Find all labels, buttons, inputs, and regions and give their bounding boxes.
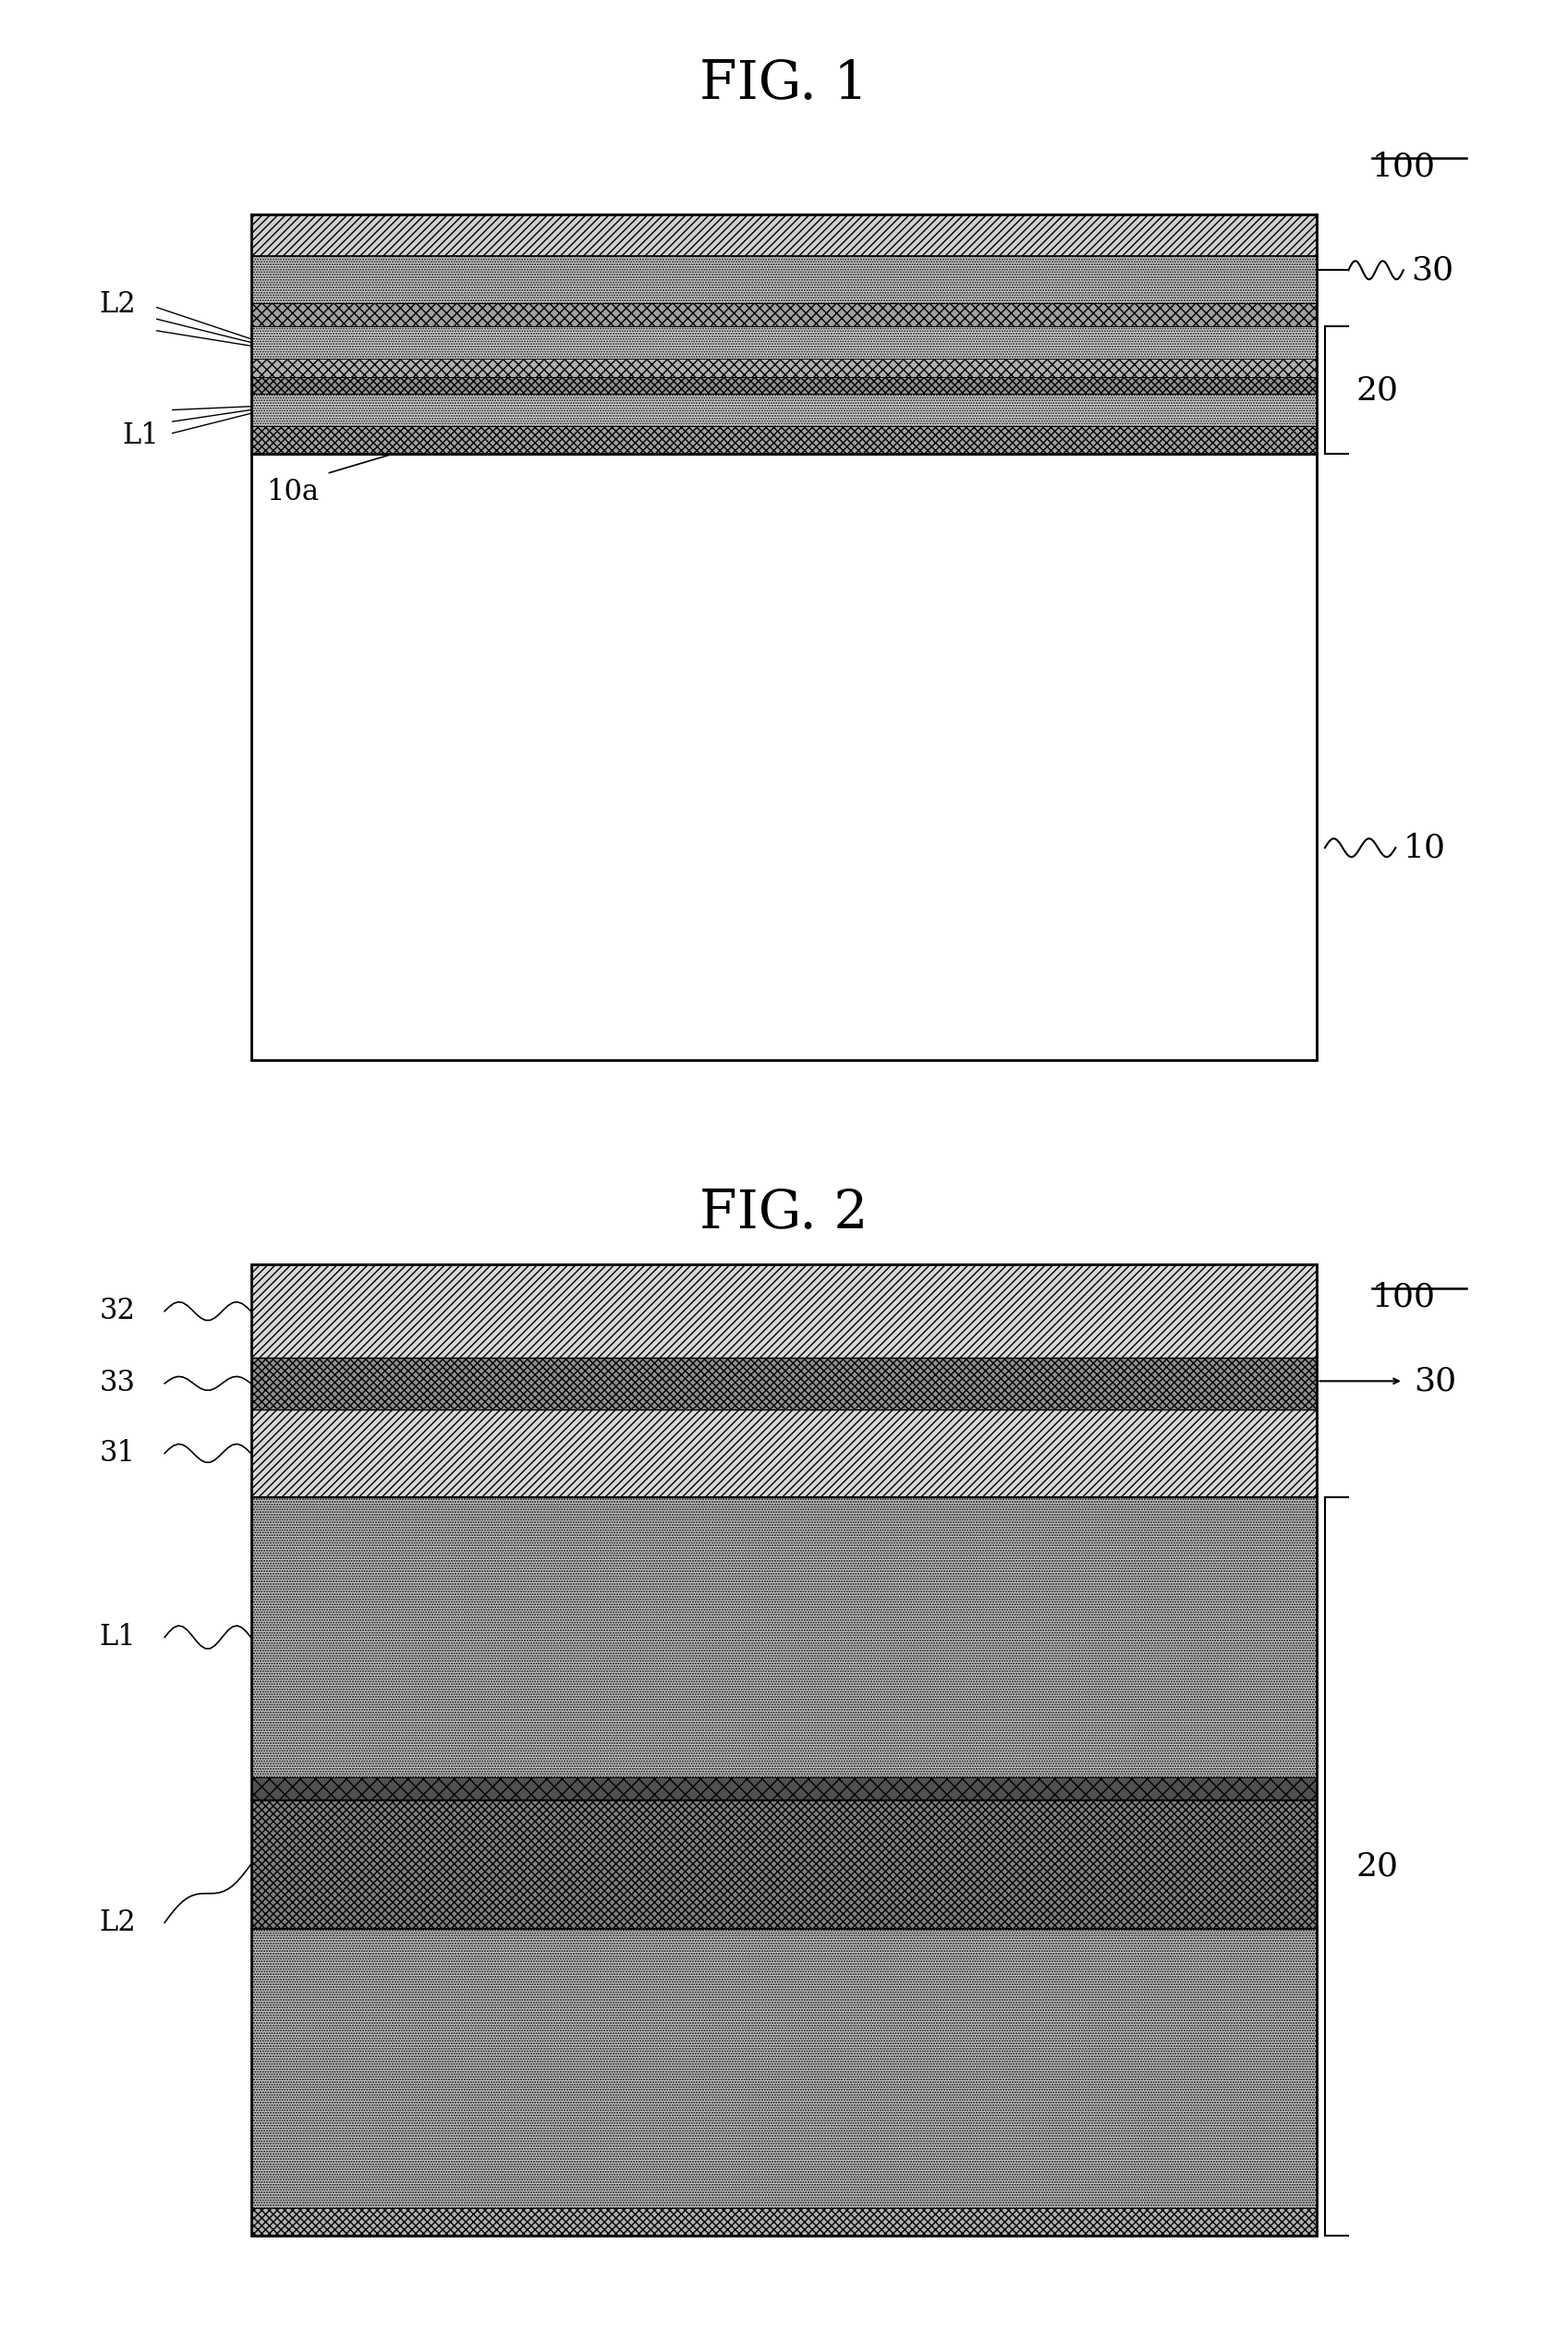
Bar	[251, 2208, 1317, 2236]
Bar	[251, 1928, 1317, 2208]
Bar	[251, 214, 1317, 256]
Text: L1: L1	[99, 1623, 136, 1651]
Bar	[251, 1800, 1317, 1928]
Text: FIG. 2: FIG. 2	[699, 1188, 869, 1239]
Text: 32: 32	[100, 1297, 135, 1325]
Text: 10: 10	[1403, 831, 1446, 864]
Bar	[251, 303, 1317, 326]
Text: 20: 20	[1356, 375, 1399, 405]
Bar	[251, 1265, 1317, 2236]
Bar	[251, 326, 1317, 359]
Text: L2: L2	[99, 1907, 136, 1938]
Bar	[251, 1498, 1317, 1777]
Bar	[251, 454, 1317, 1060]
Text: L2: L2	[99, 291, 136, 319]
Bar	[251, 359, 1317, 377]
Text: 30: 30	[1414, 1365, 1457, 1397]
Bar	[251, 256, 1317, 303]
Bar	[251, 377, 1317, 394]
Bar	[251, 1409, 1317, 1498]
Text: 10a: 10a	[267, 477, 320, 505]
Bar	[251, 1358, 1317, 1409]
Text: 100: 100	[1372, 151, 1436, 182]
Bar	[251, 394, 1317, 426]
Text: 100: 100	[1372, 1281, 1436, 1311]
Text: 31: 31	[100, 1439, 135, 1467]
Bar	[251, 1777, 1317, 1800]
Bar	[251, 1265, 1317, 1358]
Text: FIG. 1: FIG. 1	[699, 58, 869, 109]
Text: 33: 33	[100, 1369, 135, 1397]
Bar	[251, 426, 1317, 454]
Text: L1: L1	[122, 422, 160, 449]
Text: 20: 20	[1356, 1852, 1399, 1882]
Text: 30: 30	[1411, 254, 1454, 286]
